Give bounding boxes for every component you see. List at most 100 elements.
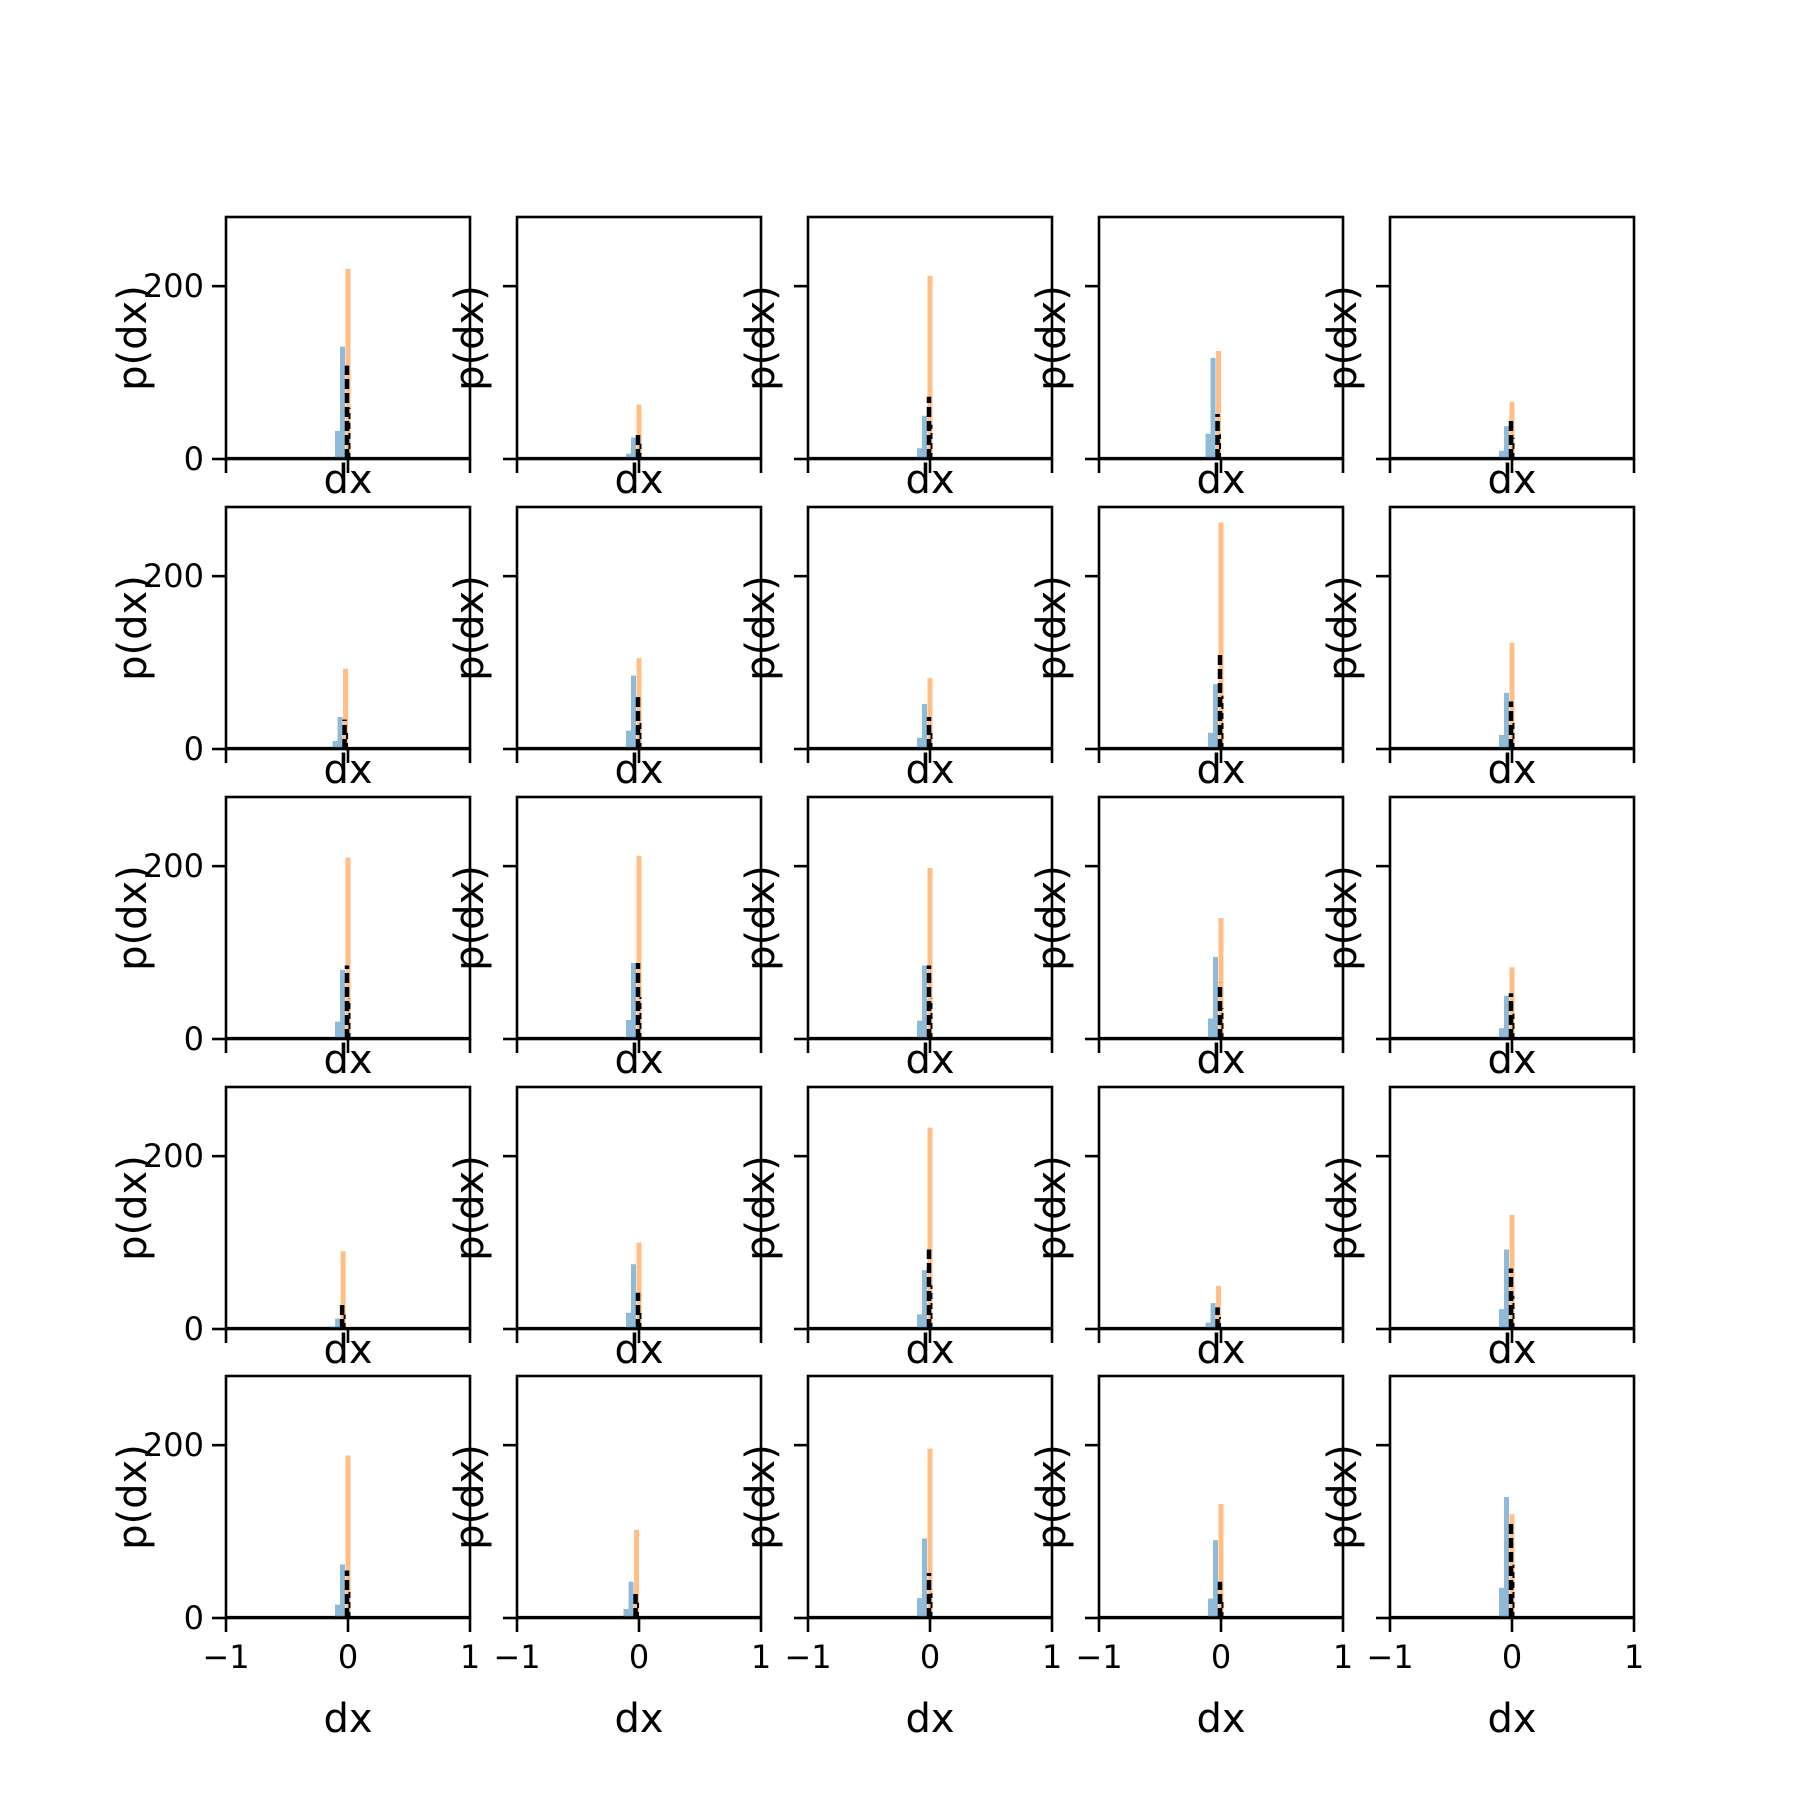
orange-histogram-bar [927,1127,933,1329]
x-tick-label: −1 [784,1638,831,1676]
blue-histogram-bar [340,969,345,1039]
orange-histogram-bar [1218,1503,1224,1618]
panel-r0-c1: dx p(dx) [447,215,763,503]
blue-histogram-bar [631,962,636,1039]
blue-histogram-bar [922,1270,927,1329]
orange-histogram-bar [1218,918,1224,1039]
blue-histogram-bar-side [917,448,922,459]
y-tick-label: 200 [143,1137,204,1175]
panel-r2-c2: dx p(dx) [738,795,1054,1083]
y-axis-label: p(dx) [738,575,784,681]
x-axis-label: dx [1487,1037,1536,1083]
blue-histogram-bar-side [335,1604,340,1618]
blue-histogram-bar-side [1205,1322,1211,1329]
panel-r0-c2: dx p(dx) [738,215,1054,503]
x-tick-label: 0 [338,1638,358,1676]
x-tick-label: 1 [1333,1638,1353,1676]
blue-histogram-bar-side [1499,1028,1504,1039]
x-tick-label: 0 [1211,1638,1231,1676]
blue-histogram-bar [922,704,927,749]
y-axis-label: p(dx) [1320,1444,1366,1550]
blue-histogram-bar-side [1499,734,1504,749]
panel-r1-c3: dx p(dx) [1029,505,1345,793]
y-axis-label: p(dx) [738,285,784,391]
y-axis-label: p(dx) [738,1155,784,1261]
blue-histogram-bar-side [1499,1587,1504,1618]
x-axis-label: dx [614,457,663,503]
orange-histogram-bar [636,404,642,459]
panel-r4-c1: −1 0 1 dx p(dx) [447,1374,771,1742]
blue-histogram-bar-side [1208,732,1213,749]
y-axis-label: p(dx) [1320,1155,1366,1261]
orange-histogram-bar [345,857,351,1039]
panel-r3-c1: dx p(dx) [447,1085,763,1373]
orange-histogram-bar [345,268,351,459]
blue-histogram-bar [1504,1497,1509,1618]
x-tick-label: 0 [920,1638,940,1676]
panel-r2-c1: dx p(dx) [447,795,763,1083]
y-tick-label: 200 [143,267,204,305]
blue-histogram-bar [922,415,927,459]
x-tick-label: 1 [751,1638,771,1676]
y-axis-label: p(dx) [447,1155,493,1261]
blue-histogram-bar [628,1581,634,1618]
orange-histogram-bar [634,1529,640,1618]
x-axis-label: dx [323,1327,372,1373]
blue-histogram-bar [922,1538,927,1618]
orange-histogram-bar [345,1455,351,1618]
x-axis-label: dx [1196,457,1245,503]
panel-r4-c2: −1 0 1 dx p(dx) [738,1374,1062,1742]
orange-histogram-bar [1218,522,1224,749]
y-tick-label: 200 [143,847,204,885]
x-tick-label: −1 [493,1638,540,1676]
y-axis-label: p(dx) [110,1444,156,1550]
y-axis-label: p(dx) [1029,285,1075,391]
panel-r3-c3: dx p(dx) [1029,1085,1345,1373]
blue-histogram-bar-side [626,1019,631,1039]
blue-histogram-bar-side [1499,1309,1504,1329]
blue-histogram-bar [1504,426,1509,459]
orange-histogram-bar [927,678,933,749]
blue-histogram-bar [1210,357,1216,459]
panel-r1-c4: dx p(dx) [1320,505,1636,793]
panel-r1-c0: 0 200 dx p(dx) [110,505,472,793]
y-axis-label: p(dx) [1029,1444,1075,1550]
x-axis-label: dx [323,1037,372,1083]
y-axis-label: p(dx) [738,865,784,971]
blue-histogram-bar-side [917,1020,922,1039]
y-tick-label: 200 [143,557,204,595]
y-axis-label: p(dx) [738,1444,784,1550]
blue-histogram-bar-side [1208,1598,1213,1618]
blue-histogram-bar-side [335,1021,340,1039]
x-axis-label: dx [323,1696,372,1742]
x-axis-label: dx [1487,1696,1536,1742]
x-axis-label: dx [905,747,954,793]
blue-histogram-bar-side [623,1608,629,1618]
y-axis-label: p(dx) [110,575,156,681]
orange-histogram-bar [636,855,642,1039]
x-axis-label: dx [905,1696,954,1742]
y-tick-label: 0 [184,1310,204,1348]
x-axis-label: dx [323,747,372,793]
x-axis-label: dx [614,1696,663,1742]
blue-histogram-bar [631,437,636,459]
orange-histogram-bar [927,1448,933,1618]
x-tick-label: −1 [202,1638,249,1676]
y-axis-label: p(dx) [447,575,493,681]
x-axis-label: dx [1487,1327,1536,1373]
blue-histogram-bar [335,1318,341,1329]
y-axis-label: p(dx) [1029,575,1075,681]
blue-histogram-bar [1213,684,1218,749]
x-tick-label: 1 [1042,1638,1062,1676]
x-axis-label: dx [1196,1037,1245,1083]
blue-histogram-bar [1210,1303,1216,1329]
orange-histogram-bar [1509,642,1515,749]
blue-histogram-bar-side [626,453,631,459]
x-tick-label: 1 [460,1638,480,1676]
blue-histogram-bar-side [917,1598,922,1618]
x-tick-label: 0 [1502,1638,1522,1676]
blue-histogram-bar-side [626,1312,631,1329]
blue-histogram-bar [631,675,636,749]
